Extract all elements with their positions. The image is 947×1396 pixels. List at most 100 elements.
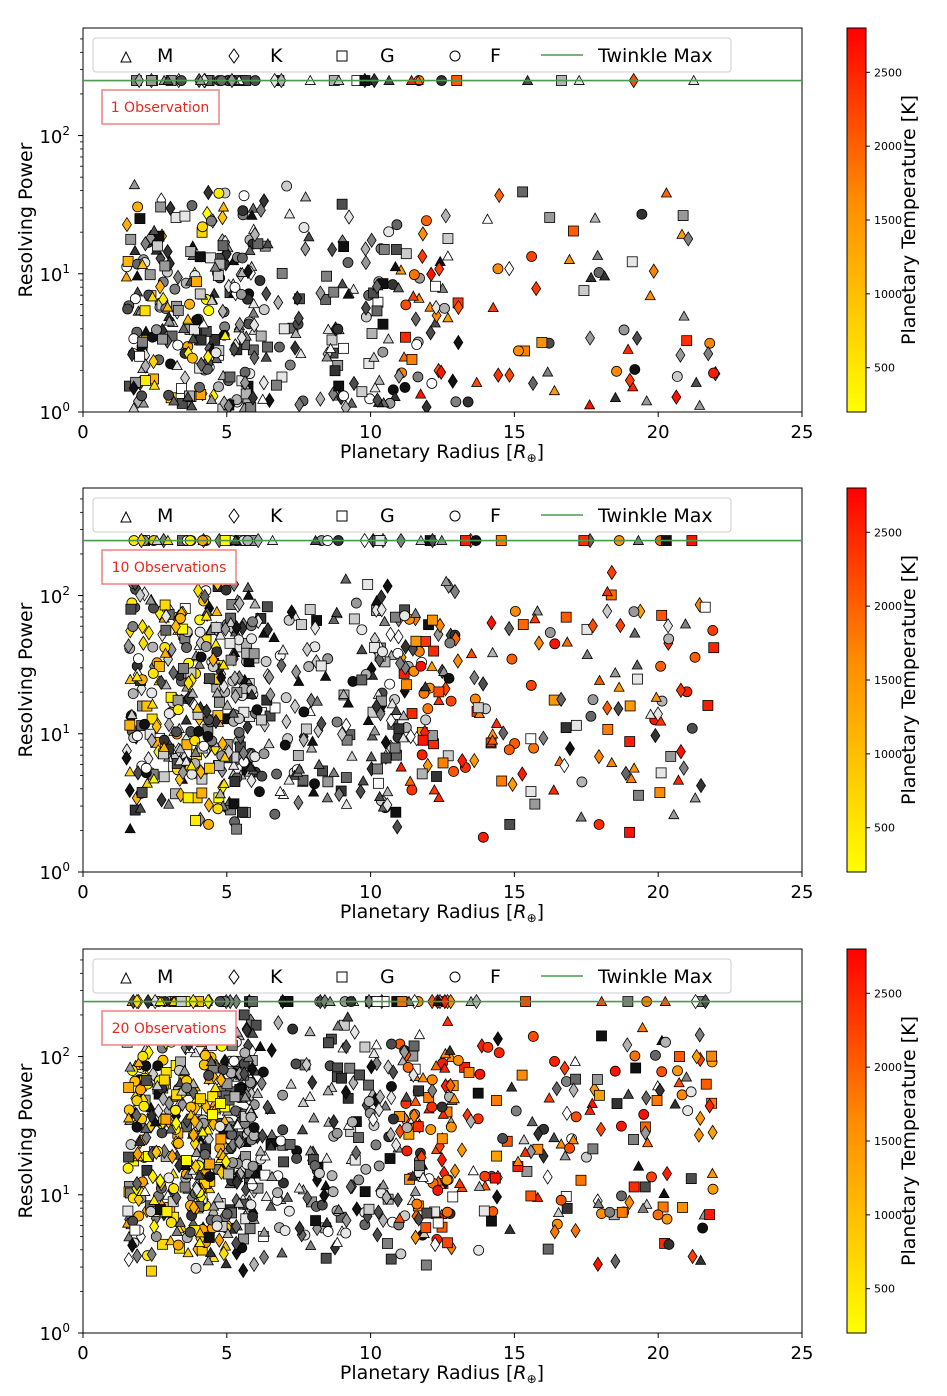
data-point: [609, 1065, 621, 1077]
colorbar-tick-label: 2000: [874, 600, 902, 613]
data-point: [324, 342, 337, 353]
data-point: [390, 704, 402, 715]
data-point: [210, 347, 222, 359]
data-point: [131, 270, 143, 281]
data-point: [497, 1132, 509, 1144]
data-point: [473, 707, 486, 719]
data-point: [194, 1227, 206, 1238]
data-point: [368, 1047, 380, 1058]
data-point: [347, 283, 360, 294]
data-point: [616, 1190, 627, 1202]
data-point: [304, 1090, 316, 1102]
data-point: [336, 198, 348, 210]
data-point: [353, 1174, 365, 1186]
data-point: [606, 564, 617, 581]
data-point: [382, 797, 393, 813]
colorbar-tick-label: 2500: [874, 66, 902, 79]
data-point: [452, 653, 463, 669]
data-point: [132, 201, 144, 213]
data-point: [202, 731, 214, 742]
data-point: [141, 1129, 152, 1146]
data-point: [411, 339, 423, 350]
data-point: [587, 694, 599, 706]
data-point: [678, 310, 690, 321]
data-point: [384, 1153, 396, 1164]
data-point: [420, 1259, 432, 1271]
data-point: [156, 792, 167, 808]
data-point: [471, 376, 483, 387]
data-point: [268, 631, 280, 642]
data-point: [672, 1065, 683, 1077]
data-point: [161, 608, 172, 625]
data-point: [699, 601, 711, 613]
data-point: [402, 1061, 414, 1073]
data-point: [377, 346, 389, 358]
data-point: [518, 1133, 530, 1145]
data-point: [338, 390, 350, 402]
data-point: [213, 187, 225, 199]
data-point: [373, 1160, 385, 1172]
data-point: [436, 1101, 448, 1113]
data-point: [313, 758, 325, 769]
data-point: [182, 1246, 194, 1258]
data-point: [340, 798, 353, 809]
data-point: [170, 1104, 181, 1116]
data-point: [131, 670, 143, 682]
data-point: [223, 398, 234, 412]
data-point: [163, 708, 175, 719]
data-point: [199, 1049, 211, 1061]
data-point: [504, 620, 515, 637]
data-point: [431, 299, 442, 316]
x-axis-ticks: 0 5 10 15 20 25: [77, 1333, 813, 1364]
data-point: [183, 675, 194, 691]
data-point: [246, 688, 258, 699]
data-point: [663, 618, 674, 634]
data-point: [275, 1135, 287, 1147]
x-tick-label: 20: [647, 422, 670, 443]
data-point: [492, 263, 504, 275]
data-point: [445, 695, 457, 707]
data-point: [252, 238, 264, 250]
data-point: [151, 718, 162, 735]
data-point: [140, 762, 152, 774]
data-point: [428, 645, 440, 657]
data-point: [694, 1254, 707, 1265]
data-point: [426, 660, 438, 671]
data-point: [162, 243, 173, 260]
data-point: [151, 324, 162, 336]
data-point: [440, 575, 452, 586]
data-point: [251, 1087, 264, 1098]
data-point: [310, 1215, 321, 1226]
data-point: [412, 1121, 424, 1133]
data-point: [493, 1047, 505, 1059]
data-point: [386, 712, 396, 729]
data-point: [218, 1245, 229, 1262]
data-point: [179, 1181, 191, 1193]
legend-diamond-icon: [228, 48, 240, 64]
data-point: [338, 688, 350, 699]
data-point: [225, 616, 237, 628]
data-point: [238, 745, 249, 761]
panel-2: 0 5 10 15 20 25 100 101 102 Planetary Radius …: [0, 460, 947, 925]
data-point: [327, 241, 338, 258]
data-point: [129, 1224, 141, 1236]
data-point: [229, 341, 239, 358]
data-point: [391, 219, 403, 231]
data-point: [200, 610, 213, 621]
data-point: [293, 310, 304, 327]
data-point: [168, 395, 180, 406]
data-point: [229, 670, 240, 686]
data-point: [210, 352, 223, 364]
data-point: [191, 1146, 203, 1158]
data-point: [164, 716, 174, 733]
data-point: [291, 1153, 303, 1164]
data-point: [161, 301, 174, 312]
data-point: [139, 375, 151, 386]
data-point: [349, 1024, 360, 1040]
data-point: [656, 609, 668, 621]
data-point: [239, 1066, 250, 1082]
colorbar-label: Planetary Temperature [K]: [898, 95, 920, 345]
data-point: [593, 674, 606, 685]
data-point: [549, 1055, 560, 1067]
data-point: [186, 687, 199, 698]
